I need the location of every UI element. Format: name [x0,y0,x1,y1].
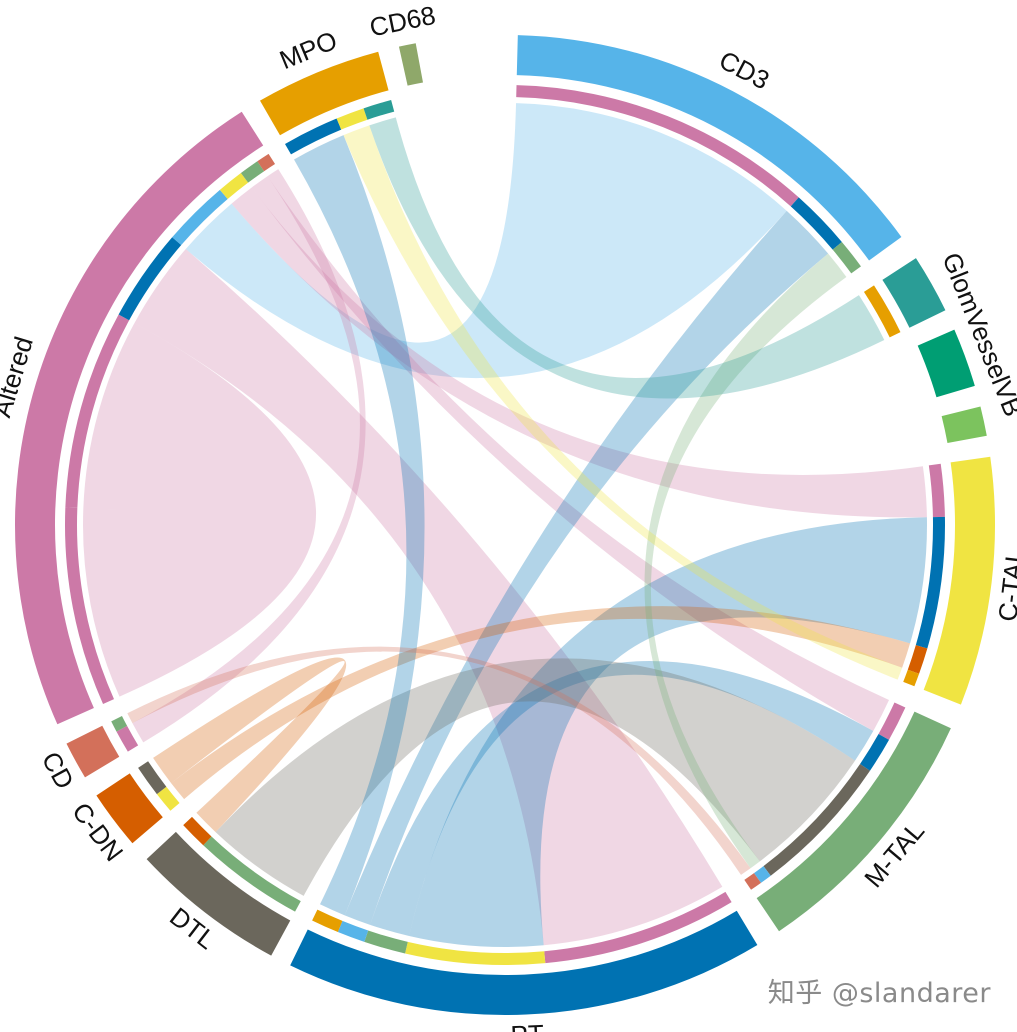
segment-arc-cd3 [516,35,902,261]
segment-arc-m-tal [756,711,951,932]
ribbon-pt-cd3 [344,210,829,925]
inner-track-piece [285,118,342,155]
inner-track-layer [64,85,945,965]
inner-track-piece [516,85,799,207]
segment-arc-pt [290,910,758,1015]
inner-track-piece [111,715,128,732]
inner-track-piece [364,930,408,954]
inner-track-piece [138,761,167,795]
segment-arc-cd [66,725,120,778]
inner-track-piece [65,314,130,508]
inner-track-piece [337,920,369,942]
segment-arc-glomvesselvb_c [941,406,987,443]
segment-arc-altered [14,111,264,725]
inner-track-piece [156,786,180,811]
ribbon-altered-cd [132,169,366,743]
inner-track-piece [183,816,212,846]
inner-track-piece [257,153,276,172]
inner-track-piece [903,669,920,687]
segment-label-pt: PT [510,1019,545,1032]
outer-track-layer [14,35,995,1015]
inner-track-piece [64,507,115,704]
ribbon-dtl-m-tal [215,658,856,896]
segment-arc-dtl [146,831,291,956]
inner-track-piece [118,237,182,321]
watermark: 知乎 @slandarer [767,978,991,1009]
inner-track-piece [744,873,761,890]
ribbon-glomvesselvb_a-mpo [369,117,885,399]
inner-track-piece [336,108,368,130]
segment-arc-c-dn [96,773,163,844]
inner-track-piece [860,733,889,771]
inner-track-piece [363,99,395,120]
ribbon-altered-altered [82,323,317,697]
inner-track-piece [863,285,901,338]
ribbon-pt-m-tal [370,660,874,936]
inner-track-piece [763,764,870,876]
segment-label-c-tal: C-TAL [992,547,1017,623]
inner-track-piece [907,645,928,674]
inner-track-piece [172,189,228,246]
segment-arc-cd68 [398,43,423,86]
segment-label-cd68: CD68 [367,0,438,43]
inner-track-piece [790,197,842,250]
ribbon-layer [82,103,927,948]
inner-track-piece [878,702,906,740]
ribbon-altered-m-tal [251,176,890,732]
ribbon-altered-pt [134,248,723,946]
inner-track-piece [116,725,139,752]
segment-arc-glomvesselvb_a [882,258,946,328]
inner-track-piece [405,941,546,965]
ribbon-pt-c-tal [409,517,927,948]
inner-track-piece [928,463,945,518]
inner-track-piece [240,161,265,183]
segment-arc-c-tal [923,456,995,705]
inner-track-piece [312,909,343,933]
inner-track-piece [832,241,861,274]
ribbon-altered-c-tal [231,187,927,518]
ribbon-altered-cd3 [185,103,787,379]
ribbon-pt-mpo [294,135,425,916]
ribbon-dtl-c-dn [153,657,347,833]
inner-track-piece [915,516,945,649]
inner-track-piece [203,836,301,912]
ribbon-m-tal-cd3 [644,253,847,869]
segment-arc-glomvesselvb_b [917,329,975,398]
inner-track-piece [753,866,771,883]
ribbon-c-dn-c-tal [171,606,911,800]
inner-track-piece [544,891,732,964]
inner-track-piece [219,173,249,199]
segment-arc-mpo [260,51,389,136]
